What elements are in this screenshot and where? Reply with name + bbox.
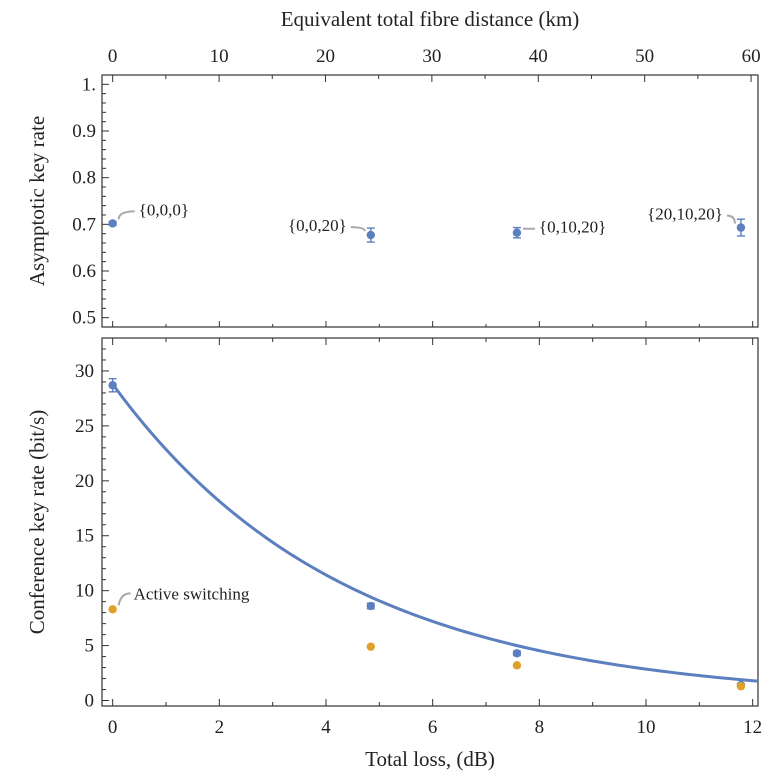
- point-label: {20,10,20}: [647, 205, 723, 224]
- x-tick-label: 10: [637, 717, 656, 738]
- top-y-tick-label: 0.6: [72, 261, 96, 282]
- data-point-orange: [512, 661, 522, 670]
- top-ticks: 0 10 20 30 40 50 60 0.5 0.6 0.7 0.8 0.9 1.: [72, 46, 760, 329]
- x2-tick-label: 0: [108, 46, 118, 67]
- top-y-tick-label: 0.9: [72, 121, 96, 142]
- x-tick-label: 0: [108, 717, 118, 738]
- x-tick-label: 12: [743, 717, 762, 738]
- x-axis-title: Total loss, (dB): [365, 747, 495, 771]
- y-tick-label: 0: [85, 691, 95, 712]
- point-label: {0,0,0}: [139, 200, 189, 219]
- bottom-ticks: 0 2 4 6 8 10 12 0 5 10 15 20 25 30: [75, 338, 762, 738]
- top-y-axis-title: Asymptotic key rate: [25, 116, 49, 286]
- y-tick-label: 5: [85, 636, 95, 657]
- annotation-connector: [117, 592, 131, 606]
- x-tick-label: 8: [535, 717, 545, 738]
- bottom-y-axis-title: Conference key rate (bit/s): [25, 410, 49, 634]
- data-point-blue: [512, 649, 522, 658]
- point-label: {0,0,20}: [288, 216, 347, 235]
- bottom-panel: 0 2 4 6 8 10 12 0 5 10 15 20 25 30 Active switching T…: [25, 337, 762, 771]
- data-point-top: [736, 223, 746, 232]
- x2-tick-label: 20: [316, 46, 335, 67]
- active-switching-label: Active switching: [134, 584, 250, 603]
- top-y-tick-label: 1.: [82, 74, 96, 95]
- data-point-top: [512, 228, 522, 237]
- top-panel: 0 10 20 30 40 50 600.50.60.70.80.91. {0,0,0}{0…: [25, 7, 761, 329]
- top-y-tick-label: 0.7: [72, 214, 96, 235]
- x-tick-label: 4: [321, 717, 331, 738]
- bottom-plot-frame: [101, 337, 759, 707]
- x2-tick-label: 60: [742, 46, 761, 67]
- y-tick-label: 25: [75, 416, 94, 437]
- data-point-blue: [366, 601, 375, 611]
- x2-tick-label: 10: [210, 46, 229, 67]
- y-tick-label: 15: [75, 526, 94, 547]
- data-point-blue: [108, 381, 117, 390]
- point-label: {0,10,20}: [539, 218, 606, 237]
- label-connector: [726, 214, 736, 224]
- x-tick-label: 6: [428, 717, 438, 738]
- data-point-orange: [108, 605, 117, 614]
- label-connector: [350, 226, 366, 232]
- x2-axis-title: Equivalent total fibre distance (km): [281, 7, 580, 31]
- top-marks: {0,0,0} {0,0,20} {0,10,20} {20,10,20}: [108, 200, 746, 243]
- data-point-top: [366, 230, 375, 240]
- x2-tick-label: 30: [422, 46, 441, 67]
- x2-tick-label: 50: [635, 46, 654, 67]
- y-tick-label: 30: [75, 361, 94, 382]
- data-point-top: [108, 219, 117, 228]
- label-connector: [117, 210, 135, 220]
- top-plot-frame: [101, 74, 759, 328]
- x-tick-label: 2: [215, 717, 225, 738]
- fit-curve-line: [111, 383, 759, 683]
- y-tick-label: 20: [75, 471, 94, 492]
- y-tick-label: 10: [75, 581, 94, 602]
- top-y-tick-label: 0.5: [72, 308, 96, 329]
- x2-tick-label: 40: [529, 46, 548, 67]
- top-y-tick-label: 0.8: [72, 168, 96, 189]
- data-point-orange: [736, 682, 746, 691]
- data-point-orange: [366, 642, 375, 651]
- bottom-marks: Active switching: [108, 377, 759, 691]
